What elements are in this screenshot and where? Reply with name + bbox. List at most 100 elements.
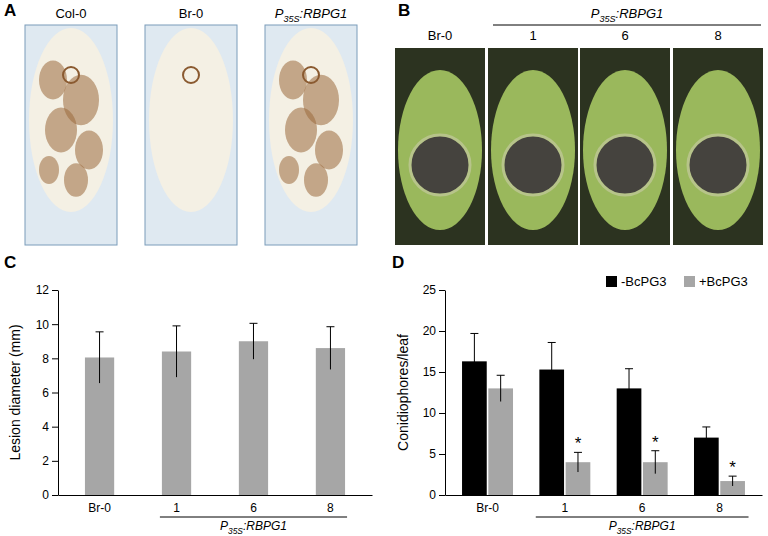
error-cap: [326, 326, 334, 327]
tick: 15: [423, 365, 445, 379]
photo: [673, 48, 763, 245]
leaf: [149, 28, 233, 212]
error-bar: [497, 375, 505, 401]
error-bar: [625, 369, 633, 408]
tick: 5: [429, 447, 445, 461]
error-line: [732, 476, 733, 486]
stain: [279, 60, 307, 99]
group-line: [536, 517, 749, 518]
stain: [75, 130, 103, 169]
y-axis: 0 2 4 6 8 10 12: [36, 283, 59, 502]
tick: 0: [429, 488, 445, 502]
x-axis: Br-0168: [446, 495, 763, 515]
error-line: [655, 451, 656, 474]
photo: [395, 48, 485, 245]
error-bar: [470, 333, 478, 389]
tick: 8: [716, 495, 723, 515]
text-part: :RBPG1: [300, 6, 348, 21]
error-bar: [702, 427, 710, 448]
legend-label: -BcPG3: [621, 274, 667, 289]
photo-label: 1: [529, 28, 536, 43]
tick-label: 8: [327, 501, 334, 515]
tick: 2: [42, 454, 58, 468]
text-part: :RBPG1: [616, 6, 664, 21]
stain: [279, 156, 299, 184]
y-axis: 0510152025: [423, 283, 446, 502]
tick-label: 8: [42, 352, 49, 366]
lesion: [595, 135, 655, 195]
error-line: [706, 427, 707, 448]
tick-label: 6: [639, 501, 646, 515]
tick: 8: [42, 352, 58, 366]
tick: 10: [36, 318, 58, 332]
label: P35S:RBPG1: [275, 6, 348, 24]
legend: -BcPG3+BcPG3: [606, 274, 748, 289]
tick-label: 0: [42, 488, 49, 502]
panel-label: A: [4, 1, 16, 20]
text-part: Br-0: [179, 6, 204, 21]
plot-area: [85, 323, 345, 495]
subscript: 35S: [617, 526, 632, 536]
error-cap: [497, 375, 505, 376]
tick: 8: [327, 495, 334, 515]
stain: [39, 60, 67, 99]
tick: 6: [639, 495, 646, 515]
tick-label: 15: [423, 365, 437, 379]
error-bar: [96, 332, 104, 383]
legend-swatch: [684, 276, 695, 287]
y-axis-title: Lesion diameter (mm): [7, 324, 23, 460]
tick: Br-0: [476, 495, 499, 515]
tick-label: 6: [42, 386, 49, 400]
error-line: [577, 452, 578, 472]
tick: 20: [423, 324, 445, 338]
stain: [45, 108, 77, 153]
legend-swatch: [606, 276, 617, 287]
chart: Conidiophores/leaf***0510152025Br-0168P3…: [395, 274, 763, 536]
label: P35S:RBPG1: [609, 519, 676, 536]
panel-label: B: [398, 1, 410, 20]
tick: 0: [42, 488, 58, 502]
error-line: [176, 326, 177, 377]
tick-label: 25: [423, 283, 437, 297]
leaf: [491, 70, 575, 230]
tick: 6: [42, 386, 58, 400]
tick-label: 2: [42, 454, 49, 468]
axis-line: [446, 495, 763, 496]
subscript: 35S: [283, 14, 299, 24]
photo: [145, 25, 237, 245]
tick-label: 6: [250, 501, 257, 515]
tick-label: 12: [36, 283, 50, 297]
stain: [39, 156, 59, 184]
text-part: P: [220, 519, 228, 533]
error-bar: [651, 451, 659, 474]
error-bar: [548, 342, 556, 396]
tick: 4: [42, 420, 58, 434]
tick-mark: [52, 324, 58, 325]
lesion: [410, 135, 470, 195]
error-bar: [574, 452, 582, 472]
lesion: [503, 135, 563, 195]
text-part: P: [609, 519, 617, 533]
photo-frame: [265, 25, 357, 245]
tick-mark: [439, 454, 445, 455]
tick-label: 1: [173, 501, 180, 515]
photo: [25, 25, 117, 245]
error-line: [330, 327, 331, 370]
tick-label: 20: [423, 324, 437, 338]
lesion: [183, 67, 199, 83]
photo: [580, 48, 670, 245]
photo-frame: [395, 48, 485, 245]
label: P35S:RBPG1: [220, 519, 287, 536]
tick: 6: [250, 495, 257, 515]
tick: 1: [173, 495, 180, 515]
error-cap: [702, 426, 710, 427]
tick-mark: [52, 427, 58, 428]
tick-mark: [52, 461, 58, 462]
stain: [304, 163, 328, 197]
error-cap: [470, 333, 478, 334]
tick-label: 8: [716, 501, 723, 515]
bar: [488, 388, 513, 495]
stain: [315, 130, 343, 169]
text-part: :RBPG1: [243, 519, 287, 533]
error-line: [500, 375, 501, 401]
